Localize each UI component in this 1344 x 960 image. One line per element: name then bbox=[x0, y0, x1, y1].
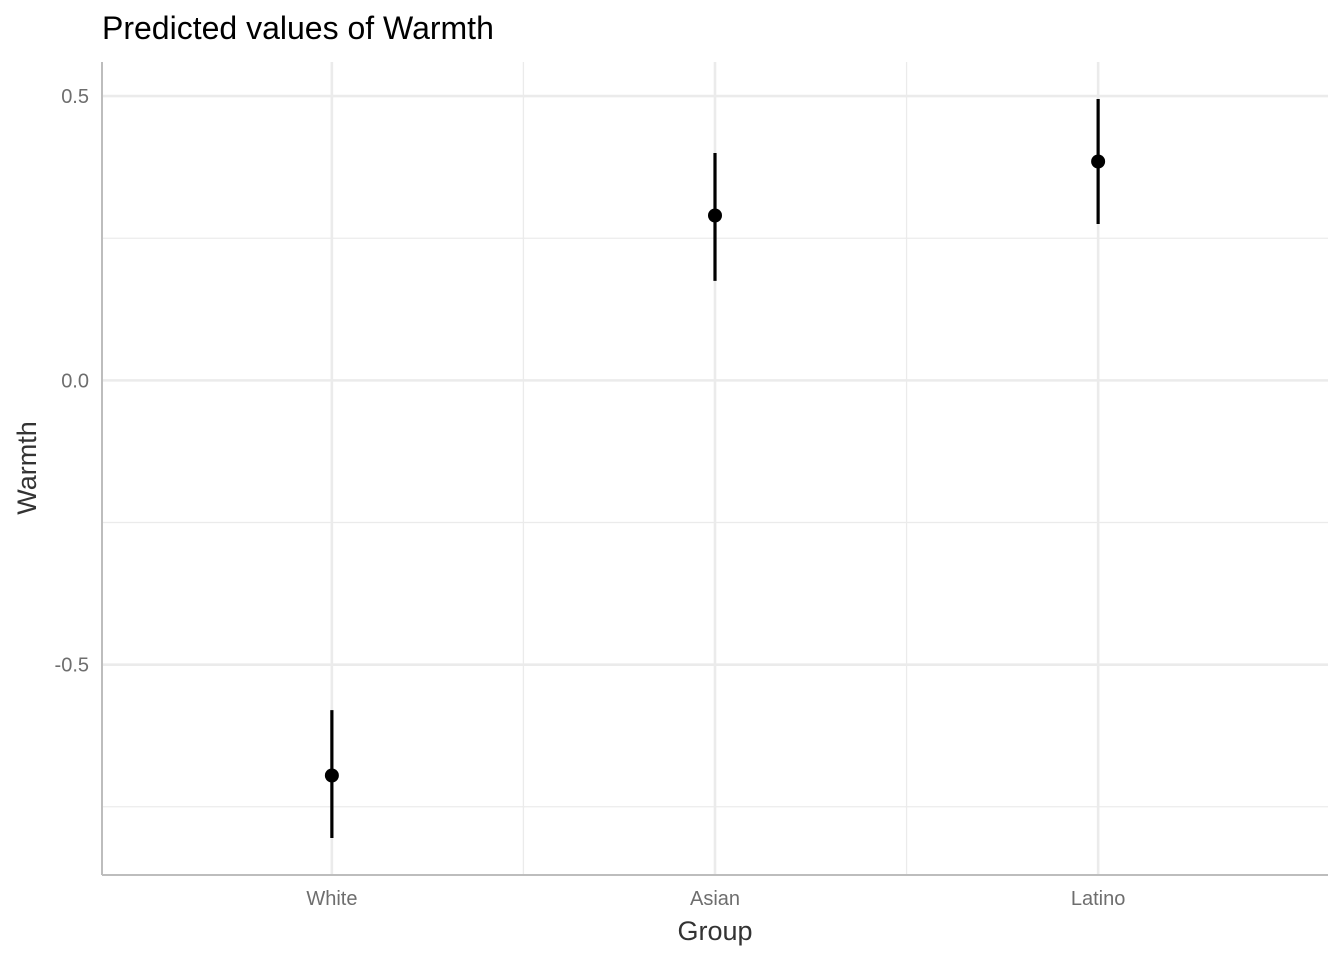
data-marks bbox=[324, 98, 1106, 839]
y-tick-label: -0.5 bbox=[55, 655, 89, 677]
y-axis-title: Warmth bbox=[12, 421, 42, 515]
x-tick-label: White bbox=[306, 888, 357, 910]
chart-title: Predicted values of Warmth bbox=[102, 10, 494, 46]
x-tick-label: Asian bbox=[690, 888, 740, 910]
x-tick-labels: White Asian Latino bbox=[306, 888, 1125, 910]
x-tick-label: Latino bbox=[1071, 888, 1126, 910]
data-point bbox=[708, 208, 722, 223]
y-tick-labels: -0.5 0.0 0.5 bbox=[55, 86, 89, 677]
y-tick-label: 0.5 bbox=[61, 86, 89, 108]
y-tick-label: 0.0 bbox=[61, 370, 89, 392]
data-point bbox=[324, 768, 339, 783]
data-point bbox=[1091, 154, 1106, 169]
x-axis-title: Group bbox=[677, 916, 752, 946]
